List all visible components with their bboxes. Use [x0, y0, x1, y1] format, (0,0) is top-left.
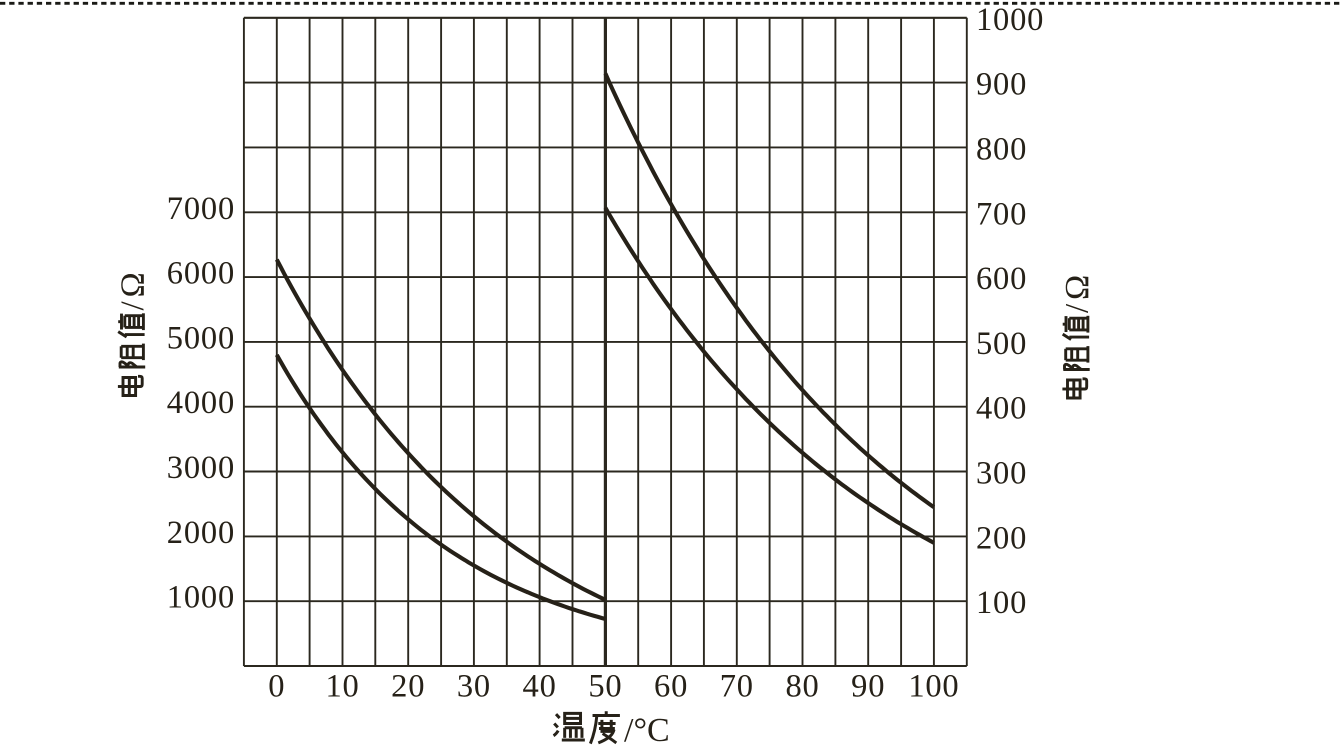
svg-text:6000: 6000	[167, 256, 235, 292]
svg-text:7000: 7000	[167, 191, 235, 227]
svg-text:800: 800	[976, 131, 1027, 167]
svg-text:5000: 5000	[167, 320, 235, 356]
svg-text:200: 200	[976, 520, 1027, 556]
svg-text:70: 70	[720, 669, 754, 705]
svg-text:100: 100	[976, 585, 1027, 621]
svg-text:90: 90	[851, 669, 885, 705]
svg-text:1000: 1000	[167, 580, 235, 616]
svg-text:300: 300	[976, 456, 1027, 492]
svg-text:/°C: /°C	[624, 712, 670, 749]
svg-text:10: 10	[325, 669, 359, 705]
svg-text:2000: 2000	[167, 515, 235, 551]
svg-text:900: 900	[976, 67, 1027, 103]
svg-text:Ω: Ω	[115, 272, 152, 297]
svg-text:/: /	[115, 301, 151, 311]
svg-text:30: 30	[457, 669, 491, 705]
svg-text:400: 400	[976, 391, 1027, 427]
svg-text:500: 500	[976, 326, 1027, 362]
svg-text:/: /	[1060, 303, 1096, 313]
svg-text:1000: 1000	[976, 2, 1044, 38]
svg-text:Ω: Ω	[1059, 275, 1096, 300]
svg-text:100: 100	[908, 669, 959, 705]
svg-text:80: 80	[785, 669, 819, 705]
svg-text:20: 20	[391, 669, 425, 705]
svg-text:4000: 4000	[167, 385, 235, 421]
svg-text:3000: 3000	[167, 450, 235, 486]
svg-text:60: 60	[654, 669, 688, 705]
svg-text:0: 0	[268, 669, 285, 705]
svg-text:40: 40	[523, 669, 557, 705]
svg-text:50: 50	[588, 669, 622, 705]
svg-text:700: 700	[976, 196, 1027, 232]
svg-text:600: 600	[976, 261, 1027, 297]
